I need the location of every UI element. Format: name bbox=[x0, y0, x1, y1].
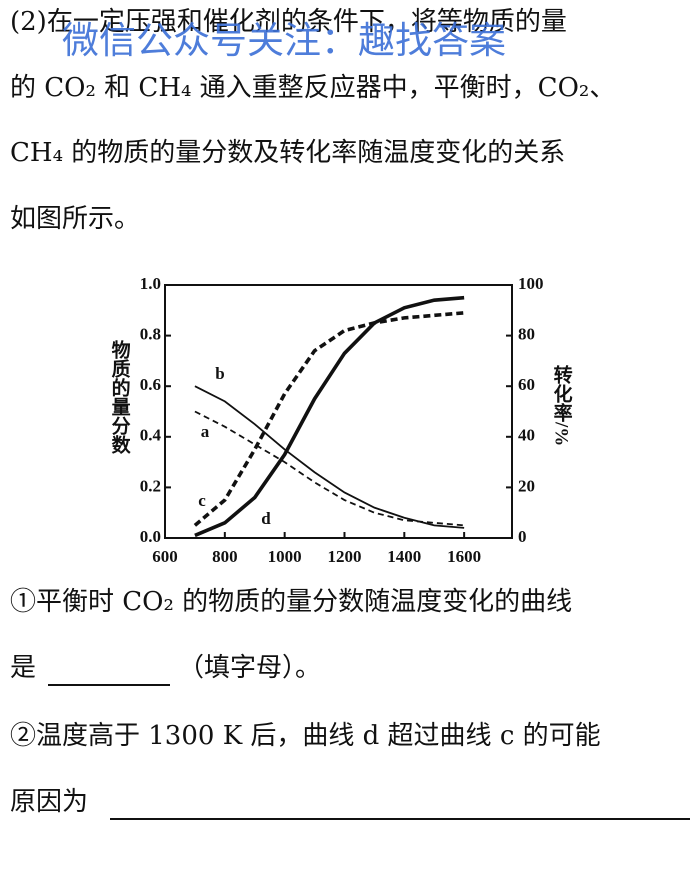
x-tick-label: 1600 bbox=[447, 547, 481, 566]
y2-tick-label: 60 bbox=[518, 375, 535, 394]
question-line: 原因为 bbox=[10, 787, 89, 817]
y-tick-label: 1.0 bbox=[140, 274, 161, 293]
text-line: (2)在一定压强和催化剂的条件下，将等物质的量 bbox=[10, 7, 567, 37]
x-tick-label: 1400 bbox=[387, 547, 421, 566]
y2-axis-title: 转化率/% bbox=[551, 364, 573, 447]
x-tick-label: 600 bbox=[152, 547, 178, 566]
series-line bbox=[193, 311, 465, 527]
series-label: c bbox=[198, 491, 206, 510]
text-line: 如图所示。 bbox=[10, 204, 141, 234]
series-label: d bbox=[261, 509, 271, 528]
y2-tick-label: 20 bbox=[518, 476, 535, 495]
question-line: 是 bbox=[10, 653, 37, 683]
question-line: （填字母）。 bbox=[178, 653, 322, 683]
y-tick-label: 0.0 bbox=[140, 527, 161, 546]
y2-tick-label: 40 bbox=[518, 426, 535, 445]
answer-blank bbox=[110, 818, 690, 820]
x-tick-label: 1200 bbox=[327, 547, 361, 566]
y-tick-label: 0.2 bbox=[140, 476, 161, 495]
text-line: CH₄ 的物质的量分数及转化率随温度变化的关系 bbox=[10, 138, 566, 168]
series-label: b bbox=[215, 364, 224, 383]
y-tick-label: 0.4 bbox=[140, 426, 162, 445]
y-tick-label: 0.6 bbox=[140, 375, 161, 394]
x-tick-label: 1000 bbox=[268, 547, 302, 566]
series-line bbox=[194, 385, 465, 529]
y2-tick-label: 80 bbox=[518, 325, 535, 344]
y-tick-label: 0.8 bbox=[140, 325, 161, 344]
y2-tick-label: 100 bbox=[518, 274, 544, 293]
watermark: 微信公众号关注：趣找答案 bbox=[62, 19, 506, 62]
y-axis-title: 物质的量分数 bbox=[109, 339, 131, 455]
question-line: ①平衡时 CO₂ 的物质的量分数随温度变化的曲线 bbox=[10, 587, 573, 617]
y2-tick-label: 0 bbox=[518, 527, 527, 546]
answer-blank bbox=[48, 684, 170, 686]
series-line bbox=[194, 295, 465, 538]
text-line: 的 CO₂ 和 CH₄ 通入重整反应器中，平衡时，CO₂、 bbox=[10, 73, 616, 103]
plot-frame bbox=[164, 284, 513, 539]
x-tick-label: 800 bbox=[212, 547, 238, 566]
question-line: ②温度高于 1300 K 后，曲线 d 超过曲线 c 的可能 bbox=[10, 721, 601, 751]
series-label: a bbox=[201, 422, 210, 441]
series-line bbox=[194, 410, 465, 527]
